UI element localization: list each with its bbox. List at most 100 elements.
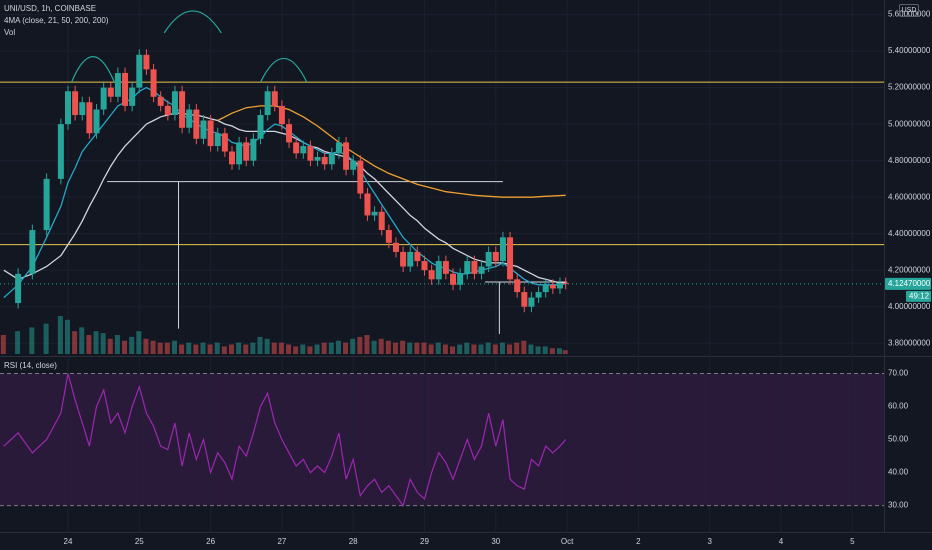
candle-body bbox=[385, 230, 392, 243]
last-price-badge bbox=[885, 277, 931, 290]
candle-body bbox=[314, 157, 321, 161]
volume-bar bbox=[428, 344, 434, 354]
candle-body bbox=[186, 109, 193, 128]
volume-bar bbox=[179, 344, 185, 354]
price-pane-background bbox=[0, 0, 884, 356]
currency-badge[interactable]: USD bbox=[899, 4, 919, 17]
candle-body bbox=[457, 273, 464, 285]
candle-body bbox=[514, 279, 521, 293]
volume-bar bbox=[29, 327, 35, 354]
candle-body bbox=[29, 230, 36, 274]
candle-body bbox=[521, 292, 528, 307]
candle-body bbox=[407, 251, 414, 267]
candle-body bbox=[164, 105, 171, 116]
price-tick-label: 4.40000000 bbox=[888, 229, 931, 238]
time-tick-label: 4 bbox=[779, 537, 784, 546]
volume-bar bbox=[335, 340, 341, 354]
volume-bar bbox=[471, 344, 477, 354]
candle-body bbox=[321, 157, 328, 165]
pattern-arc bbox=[71, 56, 115, 83]
rsi-tick-label: 60.00 bbox=[888, 402, 909, 411]
candle-body bbox=[221, 133, 228, 152]
candle-body bbox=[129, 87, 136, 106]
volume-bar bbox=[236, 342, 242, 354]
volume-bar bbox=[371, 340, 377, 354]
volume-bar bbox=[114, 335, 120, 354]
candle-body bbox=[428, 270, 435, 280]
symbol-title[interactable]: UNI/USD, 1h, COINBASE bbox=[4, 4, 97, 13]
volume-bar bbox=[214, 342, 220, 354]
candle-body bbox=[250, 138, 257, 161]
candle-body bbox=[207, 120, 214, 147]
candle-body bbox=[400, 251, 407, 267]
price-tick-label: 4.20000000 bbox=[888, 265, 931, 274]
volume-bar bbox=[193, 344, 199, 354]
candle-body bbox=[378, 211, 385, 231]
rsi-line bbox=[3, 373, 567, 507]
volume-bar bbox=[535, 346, 541, 354]
volume-bar bbox=[307, 346, 313, 354]
volume-bar bbox=[528, 344, 534, 354]
candle-body bbox=[435, 261, 442, 280]
candle-body bbox=[307, 146, 314, 161]
rsi-band-fill bbox=[0, 373, 884, 506]
candle-body bbox=[214, 133, 221, 147]
candle-body bbox=[286, 124, 293, 143]
candle-body bbox=[157, 96, 164, 106]
volume-bar bbox=[485, 342, 491, 354]
candle-body bbox=[43, 178, 50, 231]
price-tick-label: 4.80000000 bbox=[888, 156, 931, 165]
candle-body bbox=[535, 292, 542, 298]
candle-body bbox=[171, 91, 178, 116]
candle-body bbox=[114, 73, 121, 97]
candle-body bbox=[464, 261, 471, 274]
candle-body bbox=[421, 261, 428, 271]
volume-bar bbox=[207, 344, 213, 354]
candle-body bbox=[193, 109, 200, 139]
volume-bar bbox=[257, 336, 263, 354]
price-tick-label: 5.60000000 bbox=[888, 10, 931, 19]
candle-body bbox=[143, 54, 150, 70]
candle-body bbox=[371, 211, 378, 216]
volume-bar bbox=[65, 319, 70, 354]
ma-indicator-label[interactable]: 4MA (close, 21, 50, 200, 200) bbox=[4, 16, 109, 25]
time-tick-label: Oct bbox=[561, 537, 574, 546]
candle-body bbox=[257, 115, 264, 139]
candle-body bbox=[350, 160, 357, 170]
volume-indicator-label[interactable]: Vol bbox=[4, 28, 16, 37]
volume-bar bbox=[278, 342, 284, 354]
price-tick-label: 3.80000000 bbox=[888, 338, 931, 347]
rsi-indicator-label[interactable]: RSI (14, close) bbox=[4, 361, 57, 370]
volume-bar bbox=[442, 344, 448, 354]
volume-bar bbox=[129, 336, 135, 354]
candle-body bbox=[79, 102, 86, 116]
candle-body bbox=[228, 151, 235, 165]
volume-bar bbox=[378, 338, 384, 354]
rsi-tick-label: 40.00 bbox=[888, 468, 909, 477]
candle-body bbox=[100, 87, 107, 110]
price-tick-label: 5.20000000 bbox=[888, 83, 931, 92]
volume-bar bbox=[364, 335, 370, 354]
candle-body bbox=[150, 69, 157, 97]
volume-bar bbox=[72, 331, 78, 354]
candle-body bbox=[562, 282, 569, 284]
time-tick-label: 27 bbox=[277, 537, 286, 546]
volume-bar bbox=[186, 342, 192, 354]
volume-bar bbox=[314, 344, 320, 354]
rsi-tick-label: 50.00 bbox=[888, 435, 909, 444]
volume-bar bbox=[57, 316, 63, 354]
candle-body bbox=[478, 266, 485, 274]
time-tick-label: 26 bbox=[206, 537, 215, 546]
price-tick-label: 4.00000000 bbox=[888, 302, 931, 311]
volume-bar bbox=[562, 350, 568, 354]
volume-bar bbox=[514, 342, 520, 354]
countdown-badge bbox=[906, 290, 931, 302]
volume-bar bbox=[164, 342, 170, 354]
volume-bar bbox=[107, 338, 113, 354]
candle-body bbox=[450, 273, 457, 285]
time-tick-label: 2 bbox=[636, 537, 641, 546]
candle-body bbox=[278, 105, 285, 125]
volume-bar bbox=[122, 340, 128, 354]
candle-body bbox=[65, 91, 71, 125]
